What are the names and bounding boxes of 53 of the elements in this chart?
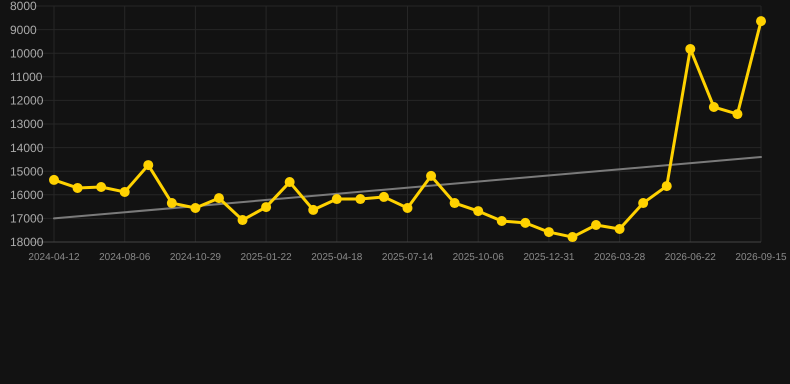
y-tick-label: 12000 [10, 94, 44, 108]
point [591, 220, 602, 230]
y-tick-label: 13000 [10, 117, 44, 132]
x-tick-label: 2025-04-18 [311, 252, 363, 263]
point [708, 102, 719, 112]
x-tick-label: 2025-01-22 [240, 252, 292, 263]
y-tick-label: 10000 [10, 46, 44, 60]
y-tick-label: 14000 [10, 140, 44, 155]
point [732, 109, 742, 120]
point [520, 218, 530, 228]
point [72, 182, 83, 193]
x-tick-label: 2024-10-29 [170, 252, 222, 263]
point [332, 194, 342, 204]
x-tick-label: 2026-06-22 [664, 252, 716, 263]
point [756, 16, 766, 26]
point [143, 160, 154, 170]
x-tick-label: 2025-07-14 [382, 252, 434, 263]
point [426, 170, 436, 181]
point [567, 232, 578, 242]
y-tick-label: 11000 [10, 70, 43, 84]
point [638, 198, 648, 208]
point [238, 215, 248, 226]
point [190, 203, 200, 214]
y-tick-label: 16000 [10, 188, 44, 202]
point [496, 216, 507, 226]
point [355, 194, 366, 204]
point [96, 182, 106, 192]
point [166, 198, 177, 208]
x-tick-label: 2024-08-06 [99, 252, 151, 263]
point [284, 177, 295, 188]
point [473, 206, 484, 216]
y-tick-label: 9000 [10, 22, 38, 37]
point [378, 192, 389, 202]
y-tick-label: 18000 [10, 235, 44, 250]
x-tick-label: 2026-09-15 [735, 252, 788, 263]
y-tick-label: 17000 [10, 212, 44, 226]
point [450, 198, 460, 208]
y-tick-label: 15000 [10, 164, 44, 178]
point [214, 193, 224, 204]
point [662, 181, 672, 192]
point [402, 203, 412, 214]
point [308, 204, 318, 215]
x-tick-label: 2024-04-12 [28, 252, 80, 263]
point [544, 227, 554, 238]
point [120, 186, 130, 197]
x-tick-label: 2025-10-06 [452, 252, 504, 263]
x-tick-label: 2025-12-31 [523, 252, 575, 263]
point [261, 202, 272, 212]
x-tick-label: 2026-03-28 [594, 252, 646, 263]
y-tick-label: 8000 [10, 0, 38, 14]
point [49, 174, 59, 185]
point [685, 44, 696, 54]
point [614, 224, 625, 234]
